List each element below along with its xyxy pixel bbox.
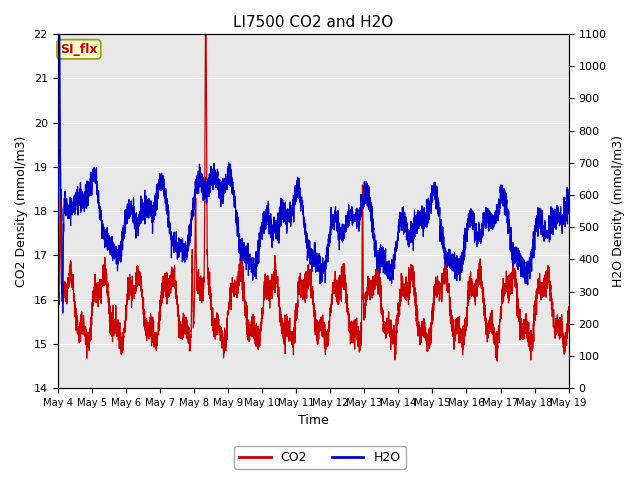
X-axis label: Time: Time bbox=[298, 414, 328, 427]
Legend: CO2, H2O: CO2, H2O bbox=[234, 446, 406, 469]
Text: SI_flx: SI_flx bbox=[60, 43, 97, 56]
Title: LI7500 CO2 and H2O: LI7500 CO2 and H2O bbox=[233, 15, 393, 30]
Y-axis label: CO2 Density (mmol/m3): CO2 Density (mmol/m3) bbox=[15, 135, 28, 287]
Y-axis label: H2O Density (mmol/m3): H2O Density (mmol/m3) bbox=[612, 135, 625, 287]
